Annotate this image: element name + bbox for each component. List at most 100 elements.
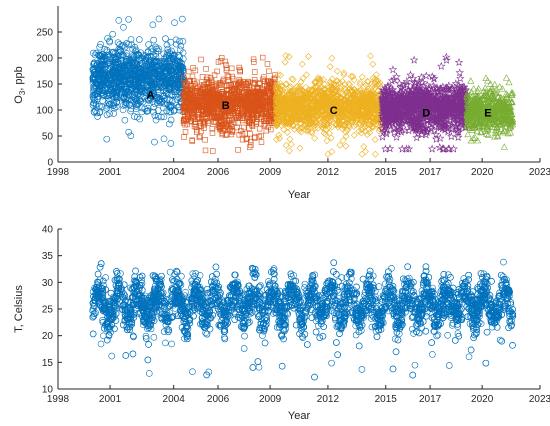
data-point [252, 104, 259, 111]
data-point [158, 113, 165, 121]
data-point [201, 94, 207, 100]
data-point [249, 122, 255, 128]
data-point [264, 61, 271, 67]
data-point [385, 144, 395, 153]
data-point [260, 99, 266, 106]
data-point [192, 103, 198, 109]
data-point [187, 92, 193, 98]
data-point [129, 70, 137, 78]
data-point [156, 70, 164, 78]
data-point [122, 87, 129, 95]
data-point [237, 115, 243, 121]
data-point [179, 15, 186, 23]
data-point [107, 87, 114, 94]
data-point [121, 101, 129, 109]
data-point [173, 96, 181, 103]
data-point [182, 121, 188, 128]
data-point [111, 67, 119, 74]
data-point [255, 87, 261, 94]
data-point [482, 74, 490, 81]
data-point [155, 75, 163, 82]
data-point [258, 139, 265, 145]
data-point [122, 95, 130, 102]
data-point [191, 121, 198, 127]
data-point [152, 116, 160, 124]
data-point [106, 37, 113, 45]
data-point [218, 91, 224, 97]
data-point [180, 104, 187, 111]
data-point [122, 56, 130, 63]
data-point [314, 74, 322, 82]
data-point [168, 47, 175, 55]
data-point [98, 64, 106, 71]
data-point [252, 79, 258, 86]
data-point [209, 130, 216, 136]
data-point [358, 150, 366, 158]
data-point [127, 107, 134, 115]
data-point [223, 123, 229, 129]
data-point [160, 79, 168, 86]
data-point [263, 127, 270, 134]
data-point [231, 119, 238, 126]
data-point [92, 100, 100, 108]
data-point [328, 54, 336, 62]
data-point [114, 86, 122, 94]
data-point [110, 58, 117, 66]
data-point [181, 75, 187, 81]
data-point [471, 134, 479, 141]
data-point [173, 59, 181, 66]
data-point [253, 112, 260, 118]
data-point [197, 89, 204, 96]
data-point [241, 101, 247, 107]
data-point [272, 83, 280, 91]
data-point [158, 77, 165, 84]
data-point [502, 74, 510, 81]
data-point [187, 95, 193, 102]
data-point [232, 105, 238, 112]
data-point [90, 49, 97, 57]
data-point [197, 133, 203, 139]
data-point [249, 116, 256, 122]
data-point [214, 113, 220, 120]
data-point [267, 105, 273, 111]
data-point [150, 58, 158, 65]
data-point [358, 73, 366, 81]
data-point [199, 74, 206, 80]
data-point [131, 113, 138, 120]
data-point [322, 130, 330, 138]
data-point [159, 92, 166, 99]
data-point [219, 55, 225, 61]
data-point [149, 21, 157, 29]
data-point [251, 81, 257, 87]
data-point [181, 81, 187, 87]
data-point [224, 123, 231, 130]
data-point [178, 59, 185, 67]
data-point [233, 112, 239, 118]
data-point [243, 136, 250, 143]
data-point [172, 62, 180, 70]
data-point [150, 67, 158, 75]
data-point [258, 90, 265, 97]
data-point [135, 76, 142, 83]
data-point [464, 130, 472, 138]
data-point [151, 59, 158, 66]
data-point [350, 131, 358, 139]
data-point [364, 117, 372, 125]
data-point [136, 36, 143, 43]
data-point [125, 128, 133, 136]
data-point [188, 110, 195, 117]
data-point [121, 116, 129, 124]
data-point [96, 70, 104, 78]
data-point [179, 38, 187, 45]
data-point [125, 101, 133, 109]
data-point [198, 107, 204, 113]
data-point [229, 73, 235, 80]
data-point [144, 49, 152, 56]
data-point [314, 76, 322, 84]
data-point [167, 140, 175, 147]
data-point [181, 118, 187, 124]
data-point [167, 108, 175, 116]
data-point [239, 108, 246, 114]
data-point [153, 58, 161, 65]
